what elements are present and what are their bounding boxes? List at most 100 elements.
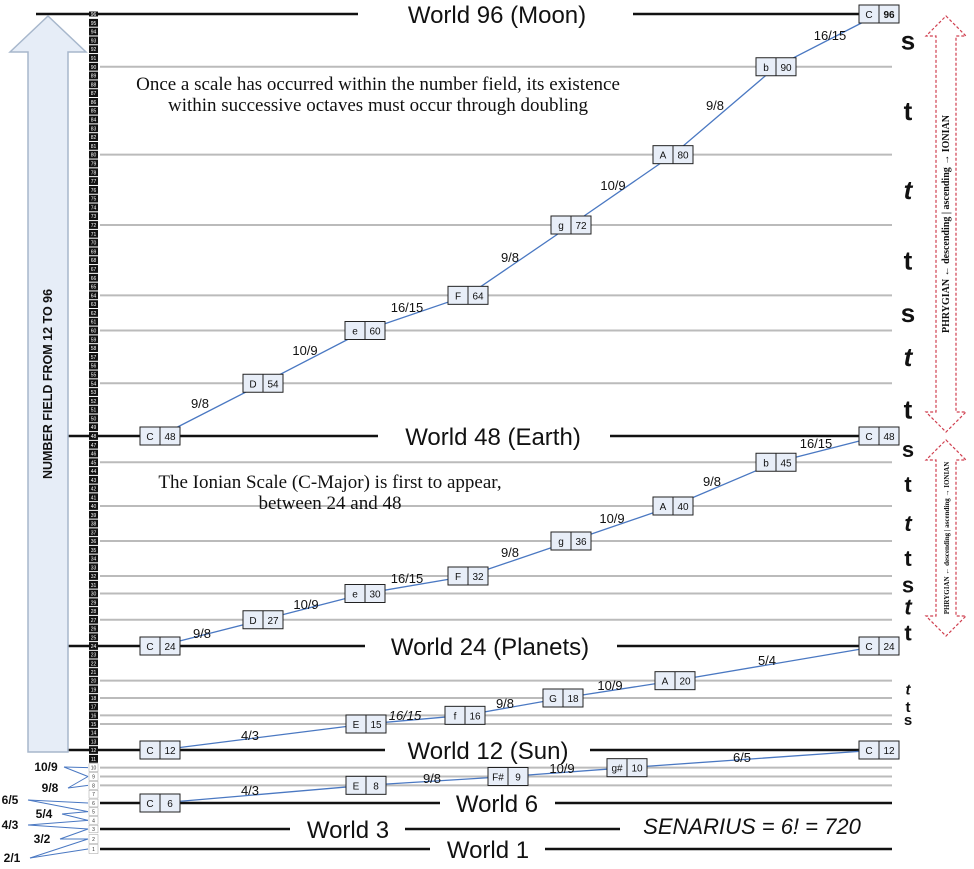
field-cell-14: [89, 728, 98, 737]
field-cell-87: [89, 89, 98, 98]
field-cell-92: [89, 45, 98, 54]
step-marker: t: [904, 621, 912, 646]
step-marker: t: [904, 245, 913, 275]
field-cell-68: [89, 256, 98, 265]
node-number: 24: [164, 642, 176, 653]
field-cell-79: [89, 159, 98, 168]
field-number-51: 51: [91, 408, 97, 414]
field-number-42: 42: [91, 487, 97, 493]
field-cell-94: [89, 27, 98, 36]
step-marker: s: [901, 298, 915, 328]
step-marker: s: [902, 572, 914, 597]
node-note: A: [660, 151, 667, 162]
field-cell-22: [89, 659, 98, 668]
field-number-16: 16: [91, 713, 97, 719]
node-number: 96: [883, 10, 895, 21]
scale-node: g# 10: [606, 758, 648, 778]
world-label-1: World 1: [447, 837, 529, 864]
node-note: D: [249, 616, 256, 627]
scale-node: b 45: [755, 452, 797, 472]
node-note: C: [865, 432, 872, 443]
field-cell-41: [89, 493, 98, 502]
field-number-40: 40: [91, 504, 97, 510]
field-number-17: 17: [91, 705, 97, 711]
field-number-94: 94: [91, 30, 97, 36]
node-number: 30: [369, 590, 381, 601]
scale-node: g 36: [550, 531, 592, 551]
ratio-label: 4/3: [241, 728, 259, 743]
scale-node: C 48: [139, 426, 181, 446]
field-cell-31: [89, 580, 98, 589]
field-cell-32: [89, 572, 98, 580]
field-cell-26: [89, 624, 98, 633]
field-cell-10: [88, 763, 99, 772]
field-number-95: 95: [91, 21, 97, 27]
number-field-label: NUMBER FIELD FROM 12 TO 96: [41, 289, 55, 479]
ratio-label: 9/8: [706, 98, 724, 113]
field-number-22: 22: [91, 661, 97, 667]
field-number-10: 10: [91, 766, 97, 772]
field-cell-12: [89, 746, 98, 754]
field-number-11: 11: [91, 757, 96, 763]
field-cell-64: [89, 291, 98, 300]
field-number-70: 70: [91, 241, 97, 247]
mode-arrow: [924, 15, 968, 433]
field-number-59: 59: [91, 337, 97, 343]
fan-line-from: [63, 766, 89, 777]
field-cell-49: [89, 423, 98, 432]
field-cell-77: [89, 177, 98, 185]
field-number-29: 29: [91, 600, 97, 606]
node-note: g: [558, 537, 564, 548]
world-label-3: World 3: [307, 817, 389, 844]
node-number: 24: [883, 642, 895, 653]
field-cell-1: [88, 844, 99, 854]
ratio-label: 10/9: [549, 761, 574, 776]
scale-node: A 40: [652, 496, 694, 516]
ratio-label: 10/9: [293, 597, 318, 612]
fan-ratio-label: 4/3: [2, 818, 19, 832]
field-cell-53: [89, 388, 98, 396]
field-number-76: 76: [91, 188, 97, 194]
field-cell-48: [89, 432, 98, 440]
field-cell-95: [89, 18, 98, 27]
step-marker: t: [904, 472, 912, 497]
field-cell-52: [89, 396, 98, 405]
field-cell-46: [89, 449, 98, 458]
field-cell-86: [89, 98, 98, 106]
ratio-label: 16/15: [389, 708, 422, 723]
field-number-15: 15: [91, 722, 97, 728]
fan-line-to: [59, 828, 89, 840]
scale-node: b 90: [755, 57, 797, 77]
fan-ratio-label: 9/8: [42, 781, 59, 795]
field-number-84: 84: [91, 118, 97, 124]
field-cell-47: [89, 440, 98, 449]
mode-arrows: PHRYGIAN ← descending | ascending → IONI…: [924, 15, 968, 637]
field-cell-6: [88, 798, 99, 808]
step-marker: t: [906, 699, 911, 716]
field-cell-34: [89, 554, 98, 563]
fan-ratio-label: 2/1: [4, 851, 21, 865]
field-number-61: 61: [91, 320, 97, 326]
fan-line-to: [63, 766, 89, 769]
field-cell-39: [89, 510, 98, 519]
field-number-39: 39: [91, 513, 97, 519]
field-number-7: 7: [92, 792, 95, 798]
field-cell-30: [89, 589, 98, 598]
node-number: 36: [575, 537, 587, 548]
field-number-81: 81: [91, 144, 97, 150]
step-marker: s: [901, 25, 915, 55]
scale-node: g 72: [550, 215, 592, 235]
node-note: C: [146, 432, 153, 443]
world-label-24: World 24 (Planets): [391, 634, 589, 661]
field-cell-57: [89, 352, 98, 361]
field-number-3: 3: [92, 827, 95, 833]
scale-node: F# 9: [487, 767, 529, 786]
field-number-28: 28: [91, 609, 97, 615]
senarius-label: SENARIUS = 6! = 720: [643, 814, 861, 839]
field-number-31: 31: [91, 583, 97, 589]
fan-line-from: [29, 848, 89, 859]
ratio-label: 16/15: [814, 28, 847, 43]
scale-node: A 20: [654, 671, 696, 691]
number-field-column: 1234567891011121314151617181920212223242…: [88, 11, 99, 854]
